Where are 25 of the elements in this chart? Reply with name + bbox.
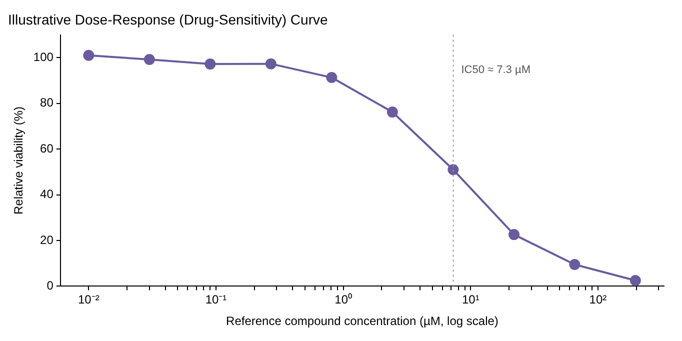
ref-line-label: IC50 ≈ 7.3 µM [461, 64, 530, 76]
y-axis-title: Relative viability (%) [12, 106, 26, 215]
y-tick-label: 100 [33, 50, 54, 64]
point [83, 50, 94, 61]
y-tick-label: 0 [46, 278, 54, 293]
point [265, 58, 276, 70]
point [386, 106, 398, 118]
point [144, 54, 155, 65]
point [630, 274, 641, 286]
point [569, 258, 580, 270]
y-tick-label: 60 [40, 141, 54, 156]
x-tick-label: 10¹ [462, 292, 480, 307]
y-tick-label: 80 [40, 96, 54, 110]
y-tick-label: 20 [40, 232, 54, 247]
chart-title: Illustrative Dose-Response (Drug-Sensitivity) Curve [8, 11, 328, 28]
point [448, 164, 459, 176]
x-tick-label: 10⁻¹ [205, 292, 227, 307]
point [508, 229, 520, 240]
y-tick-label: 40 [40, 187, 54, 202]
x-tick-label: 10² [589, 292, 607, 307]
x-tick-label: 10⁻² [78, 292, 100, 307]
x-tick-label: 10⁰ [334, 292, 352, 307]
x-axis-title: Reference compound concentration (µM, log scale) [226, 314, 498, 328]
point [326, 72, 338, 84]
point [204, 58, 216, 70]
